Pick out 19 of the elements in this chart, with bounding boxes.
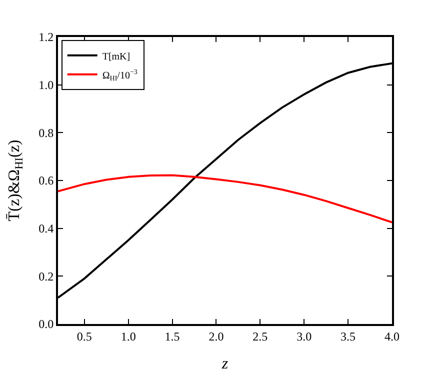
y-tick-label: 0.0: [38, 317, 54, 332]
x-tick-label: 1.5: [164, 329, 180, 344]
line-series: [58, 174, 392, 224]
x-tick-label: 2.5: [252, 329, 268, 344]
x-tick-label: 3.5: [340, 329, 356, 344]
x-tick-label: 3.0: [296, 329, 312, 344]
y-tick-label: 1.2: [38, 30, 54, 44]
y-tick-label: 1.0: [38, 78, 54, 92]
x-tick-label: 2.0: [208, 329, 224, 344]
x-axis-title: z: [220, 356, 229, 373]
y-tick-label: 0.8: [38, 126, 54, 140]
y-tick-label: 0.6: [38, 174, 54, 188]
x-tick-label: 1.0: [120, 329, 136, 344]
x-tick-label: 4.0: [384, 329, 400, 344]
legend-label: Ω$_{HI}$/10$^{−3}$: [102, 68, 138, 82]
y-tick-label: 0.4: [38, 222, 54, 236]
legend-label: T[mK]: [102, 51, 130, 62]
y-tick-label: 0.2: [38, 269, 54, 284]
x-tick-label: 0.5: [76, 329, 92, 344]
